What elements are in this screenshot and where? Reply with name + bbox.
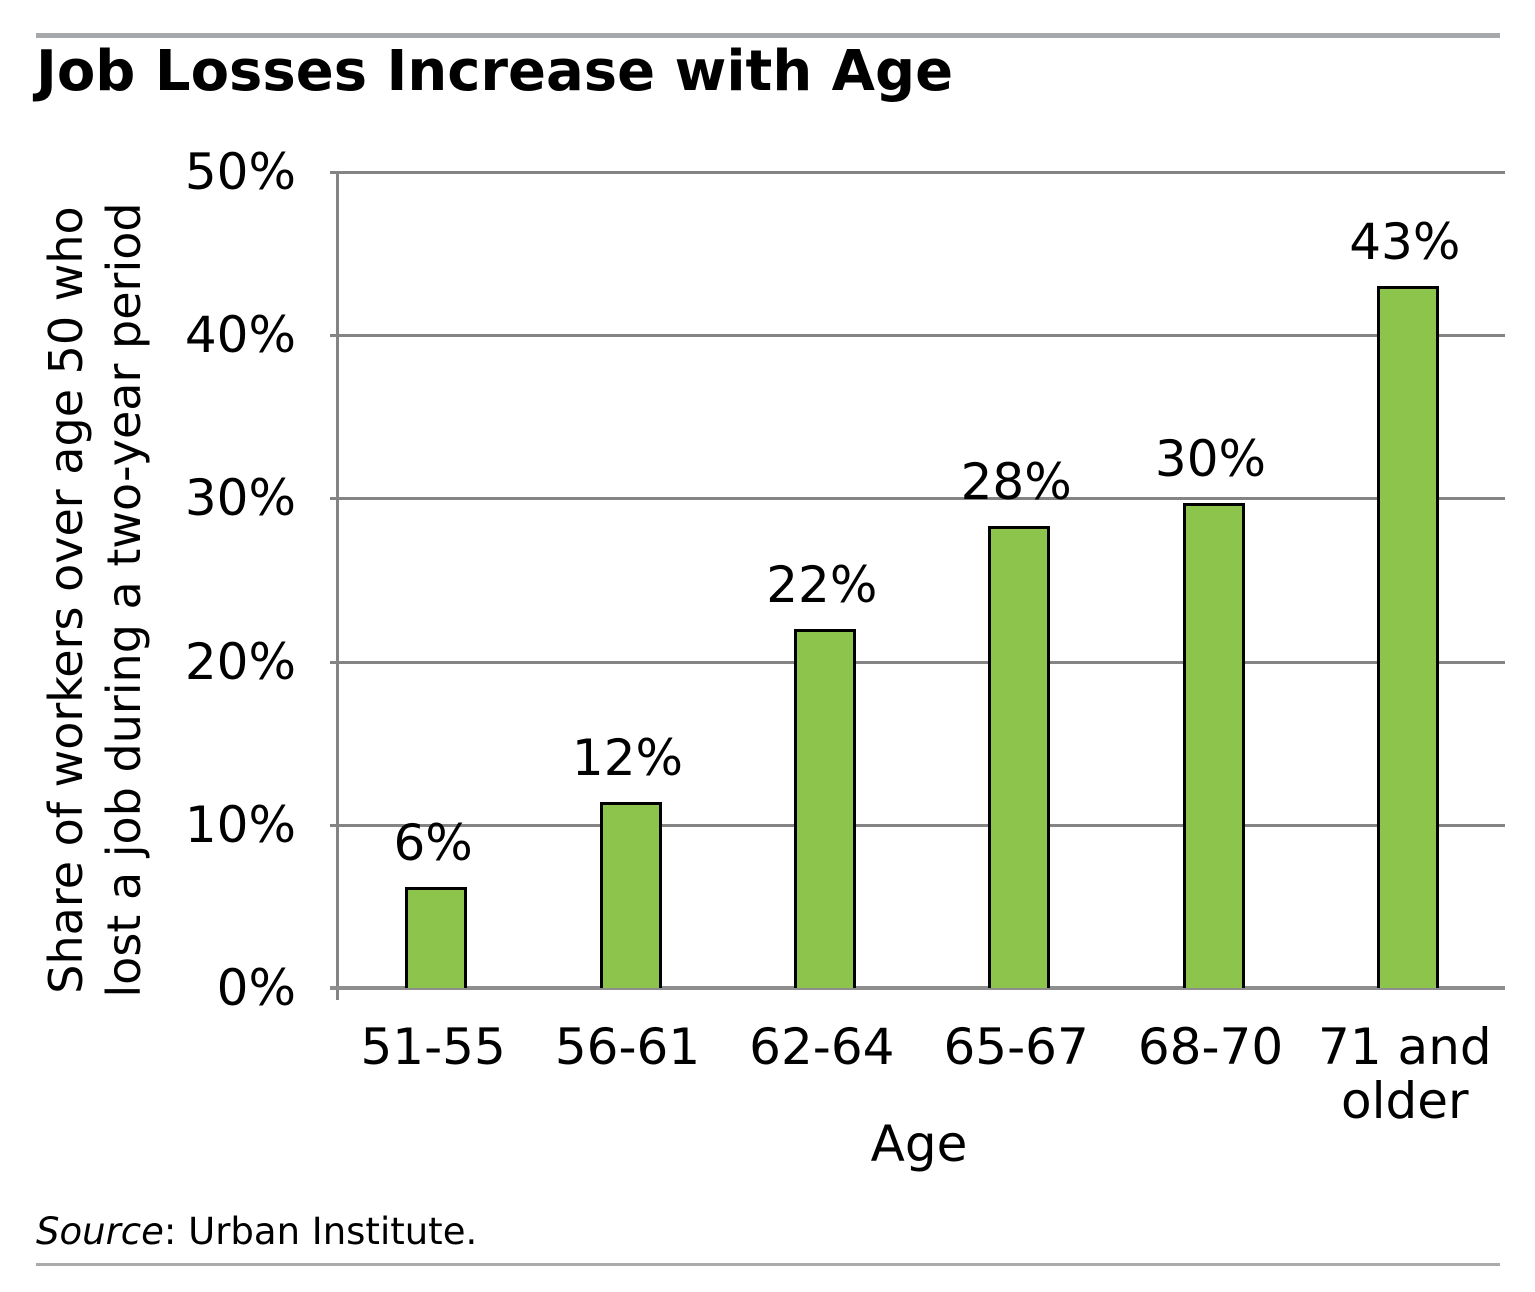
source-note: Source: Urban Institute.: [36, 1210, 477, 1254]
bar-value-label-62-64: 22%: [766, 555, 878, 614]
x-category-label-56-61: 56-61: [554, 1018, 701, 1076]
x-axis-title: Age: [870, 1115, 968, 1173]
source-label: Source: [36, 1210, 164, 1253]
bar-value-label-56-61: 12%: [571, 728, 684, 787]
gridline-40: [330, 334, 1505, 338]
y-axis-title: Share of workers over age 50 who lost a …: [37, 160, 153, 1040]
gridline-20: [330, 660, 1505, 664]
gridline-50: [330, 171, 1505, 174]
y-tick-label-0: 0%: [216, 959, 296, 1017]
top-divider: [36, 33, 1500, 38]
y-axis-foot-tick: [336, 988, 339, 1000]
x-axis-baseline: [330, 986, 1505, 990]
x-category-label-51-55: 51-55: [360, 1018, 506, 1076]
gridline-10: [330, 823, 1505, 827]
x-category-label-62-64: 62-64: [749, 1018, 895, 1076]
bar-value-label-68-70: 30%: [1154, 430, 1267, 489]
bar-value-label-51-55: 6%: [393, 813, 473, 872]
bar-value-label-65-67: 28%: [960, 453, 1072, 512]
plot-area: [330, 171, 1505, 1000]
gridline-30: [330, 497, 1505, 501]
bar-value-label-71 and older: 43%: [1349, 213, 1461, 272]
bar-71 and older: [1376, 286, 1439, 988]
y-axis-title-line-1: Share of workers over age 50 who: [39, 206, 93, 994]
chart-title: Job Losses Increase with Age: [36, 39, 954, 104]
bar-56-61: [599, 801, 662, 988]
bottom-divider: [36, 1263, 1500, 1266]
x-category-label-71 and older: 71 and older: [1318, 1018, 1492, 1130]
x-category-label-65-67: 65-67: [943, 1018, 1089, 1076]
y-tick-label-50: 50%: [184, 143, 296, 201]
y-tick-label-40: 40%: [184, 306, 296, 365]
bar-51-55: [405, 886, 468, 988]
y-tick-label-10: 10%: [184, 795, 296, 854]
bar-62-64: [793, 628, 856, 988]
y-tick-label-20: 20%: [184, 632, 296, 691]
x-category-label-68-70: 68-70: [1137, 1018, 1284, 1076]
bar-65-67: [988, 526, 1051, 988]
y-tick-label-30: 30%: [184, 469, 296, 528]
bar-68-70: [1182, 503, 1245, 988]
source-text: : Urban Institute.: [163, 1210, 478, 1253]
